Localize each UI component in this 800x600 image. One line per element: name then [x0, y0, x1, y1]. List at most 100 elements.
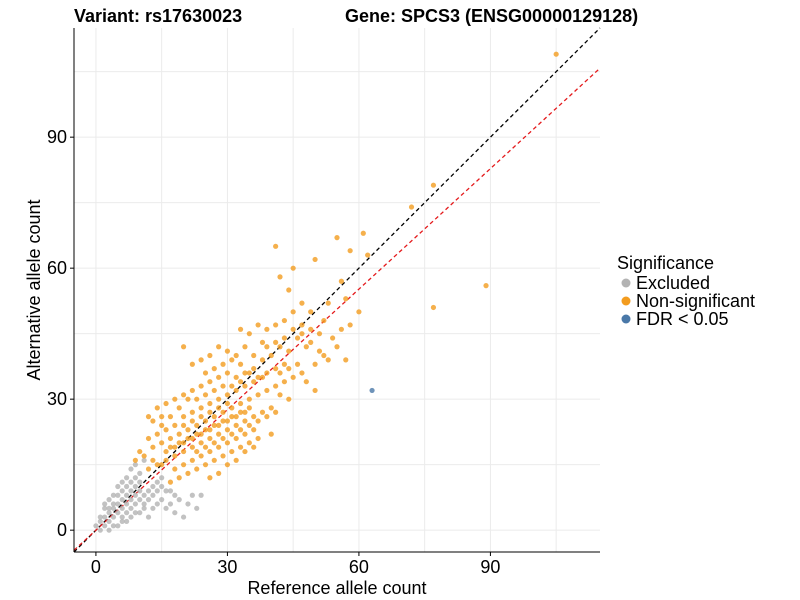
legend-label: Excluded	[636, 273, 710, 293]
point-excluded	[145, 514, 152, 520]
point-non-significant	[299, 370, 305, 376]
point-non-significant	[180, 414, 187, 420]
point-non-significant	[207, 427, 213, 433]
point-non-significant	[185, 470, 191, 476]
point-non-significant	[299, 322, 305, 328]
point-non-significant	[268, 431, 274, 437]
point-non-significant	[264, 387, 270, 394]
point-non-significant	[251, 427, 257, 433]
point-excluded	[145, 497, 152, 503]
point-non-significant	[255, 435, 261, 442]
point-non-significant	[224, 370, 231, 376]
point-excluded	[167, 488, 174, 494]
legend-key	[621, 296, 631, 306]
point-non-significant	[299, 300, 305, 306]
point-excluded	[119, 488, 125, 494]
point-non-significant	[268, 405, 274, 411]
point-non-significant	[172, 396, 178, 402]
x-tick-label: 30	[217, 557, 237, 577]
point-excluded	[115, 510, 121, 516]
point-non-significant	[553, 51, 559, 57]
point-non-significant	[281, 317, 287, 324]
point-non-significant	[220, 409, 226, 415]
point-excluded	[110, 523, 117, 529]
point-non-significant	[211, 414, 217, 420]
point-excluded	[132, 510, 138, 516]
point-non-significant	[259, 409, 266, 415]
point-non-significant	[308, 309, 314, 315]
point-excluded	[119, 514, 125, 520]
point-excluded	[163, 505, 169, 511]
point-non-significant	[273, 243, 279, 249]
point-excluded	[106, 505, 112, 511]
legend: Significance ExcludedNon-significantFDR …	[617, 253, 755, 329]
point-excluded	[132, 483, 138, 490]
point-non-significant	[251, 379, 257, 385]
point-non-significant	[430, 304, 437, 311]
point-non-significant	[321, 317, 327, 324]
point-non-significant	[189, 361, 195, 367]
point-excluded	[128, 488, 134, 494]
point-excluded	[145, 488, 152, 494]
point-non-significant	[180, 392, 187, 398]
point-non-significant	[294, 335, 301, 341]
point-non-significant	[211, 440, 217, 446]
point-excluded	[119, 497, 125, 503]
point-non-significant	[224, 462, 231, 468]
point-non-significant	[251, 414, 257, 420]
point-non-significant	[277, 344, 283, 350]
point-non-significant	[194, 422, 200, 428]
point-non-significant	[180, 344, 187, 350]
point-non-significant	[233, 414, 239, 420]
point-excluded	[150, 505, 156, 511]
point-non-significant	[198, 357, 204, 363]
point-excluded	[97, 514, 103, 520]
point-non-significant	[137, 448, 143, 455]
point-non-significant	[194, 396, 200, 402]
point-excluded	[141, 492, 147, 498]
point-non-significant	[233, 422, 239, 428]
point-non-significant	[185, 427, 191, 433]
point-non-significant	[159, 462, 165, 468]
point-non-significant	[264, 414, 270, 420]
point-excluded	[198, 492, 204, 498]
point-non-significant	[365, 252, 371, 258]
point-non-significant	[172, 466, 178, 472]
point-non-significant	[224, 400, 231, 407]
point-non-significant	[185, 396, 191, 402]
point-non-significant	[255, 374, 261, 380]
point-excluded	[115, 501, 121, 507]
point-non-significant	[180, 422, 187, 428]
point-excluded	[110, 514, 117, 520]
point-non-significant	[237, 326, 244, 332]
point-non-significant	[145, 435, 152, 442]
point-excluded	[119, 518, 125, 525]
point-non-significant	[356, 309, 362, 315]
point-non-significant	[242, 370, 248, 376]
point-non-significant	[251, 444, 257, 450]
point-non-significant	[180, 440, 187, 446]
legend-title: Significance	[617, 253, 714, 273]
point-non-significant	[286, 366, 292, 372]
chart-title-left: Variant: rs17630023	[74, 6, 242, 26]
point-non-significant	[264, 326, 270, 332]
point-non-significant	[264, 344, 270, 350]
grid-lines	[74, 28, 600, 552]
point-excluded	[172, 510, 178, 516]
point-excluded	[180, 514, 187, 520]
point-non-significant	[290, 265, 296, 271]
point-non-significant	[334, 235, 340, 241]
point-non-significant	[150, 457, 156, 463]
point-non-significant	[246, 440, 252, 446]
point-non-significant	[185, 435, 191, 442]
point-non-significant	[202, 444, 209, 450]
point-excluded	[159, 475, 165, 481]
point-excluded	[185, 501, 191, 507]
point-excluded	[150, 483, 156, 490]
point-non-significant	[224, 418, 231, 424]
point-non-significant	[189, 387, 195, 394]
point-non-significant	[167, 414, 174, 420]
point-excluded	[141, 457, 147, 463]
point-non-significant	[273, 383, 279, 389]
